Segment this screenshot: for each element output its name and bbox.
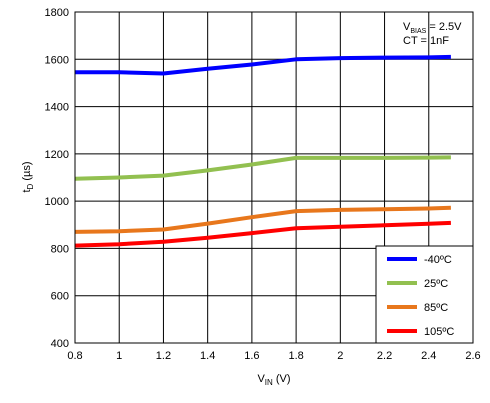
series-line	[75, 54, 451, 76]
y-tick-label: 1800	[45, 7, 69, 19]
legend-items: -40ºC 25ºC 85ºC 105ºC	[387, 254, 454, 338]
series-line	[74, 220, 451, 248]
x-tick-label: 2.6	[465, 350, 480, 362]
series-line	[74, 155, 451, 181]
annotation-bias-main: V	[403, 21, 411, 33]
legend-label: -40ºC	[424, 254, 452, 266]
y-axis-label-sub: D	[26, 183, 35, 189]
y-tick-label: 800	[51, 243, 69, 255]
x-axis-label: VIN (V)	[257, 373, 290, 387]
x-tick-labels: 0.8 1 1.2 1.4 1.6 1.8 2 2.2 2.4 2.6	[67, 350, 480, 362]
y-tick-label: 1400	[45, 102, 69, 114]
plot-frame	[74, 11, 474, 344]
annotation-bias-rest: = 2.5V	[426, 21, 462, 33]
x-tick-label: 0.8	[67, 350, 82, 362]
x-axis-label-unit: (V)	[273, 373, 291, 385]
y-tick-label: 600	[51, 291, 69, 303]
legend-label: 105ºC	[424, 326, 454, 338]
y-tick-label: 1200	[45, 149, 69, 161]
series-line	[74, 205, 451, 234]
x-tick-label: 2.4	[421, 350, 436, 362]
annotation-bias: VBIAS = 2.5V	[403, 21, 462, 35]
x-tick-label: 1.4	[200, 350, 215, 362]
y-tick-label: 1600	[45, 54, 69, 66]
series-lines	[74, 54, 451, 248]
x-tick-label: 1.6	[244, 350, 259, 362]
y-tick-labels: 400 600 800 1000 1200 1400 1600 1800	[45, 7, 69, 350]
x-tick-label: 2	[337, 350, 343, 362]
y-axis-label: tD (µs)	[21, 161, 35, 192]
y-axis-label-unit: (µs)	[21, 161, 33, 183]
x-tick-label: 2.2	[377, 350, 392, 362]
legend-label: 25ºC	[424, 278, 448, 290]
x-tick-label: 1	[116, 350, 122, 362]
y-axis-label-main: t	[21, 189, 33, 192]
y-tick-label: 1000	[45, 196, 69, 208]
annotation-ct: CT = 1nF	[403, 35, 449, 47]
x-tick-label: 1.2	[156, 350, 171, 362]
annotation-bias-sub: BIAS	[410, 28, 426, 35]
x-axis-label-sub: IN	[265, 378, 273, 387]
legend-label: 85ºC	[424, 302, 448, 314]
x-axis-label-main: V	[257, 373, 265, 385]
legend: -40ºC 25ºC 85ºC 105ºC	[375, 245, 474, 344]
y-tick-label: 400	[51, 338, 69, 350]
x-tick-label: 1.8	[288, 350, 303, 362]
legend-box	[375, 245, 474, 344]
